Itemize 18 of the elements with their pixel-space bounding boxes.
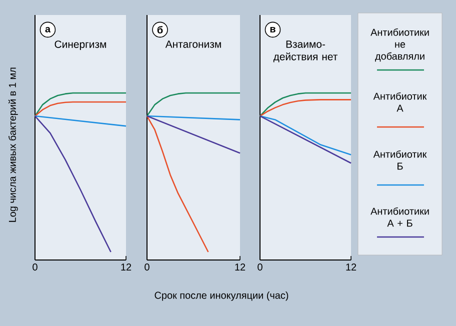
text: в [270,27,276,32]
chart-title: Антагонизм [165,40,221,48]
x-tick-label: 12 [235,264,246,270]
text: Антибиотики А + Б [370,207,429,227]
x-tick-label: 0 [144,264,150,271]
x-tick-label: 12 [121,264,132,270]
text: б [157,26,163,34]
x-tick-label: 12 [346,264,356,270]
x-axis-title: Срок после инокуляции (час) [154,292,288,301]
x-tick-label: 0 [258,264,262,271]
text: Антибиотик Б [373,150,427,170]
text: Антибиотики не добавляли [370,28,429,62]
chart-title: Синергизм [54,40,106,50]
chart-title: Взаимо-действия нет [273,40,338,62]
y-axis-title: Log числа живых бактерий в 1 мл [8,68,18,222]
text: а [45,26,51,32]
text: Антибиотик А [373,92,427,112]
x-tick-label: 0 [32,264,38,271]
